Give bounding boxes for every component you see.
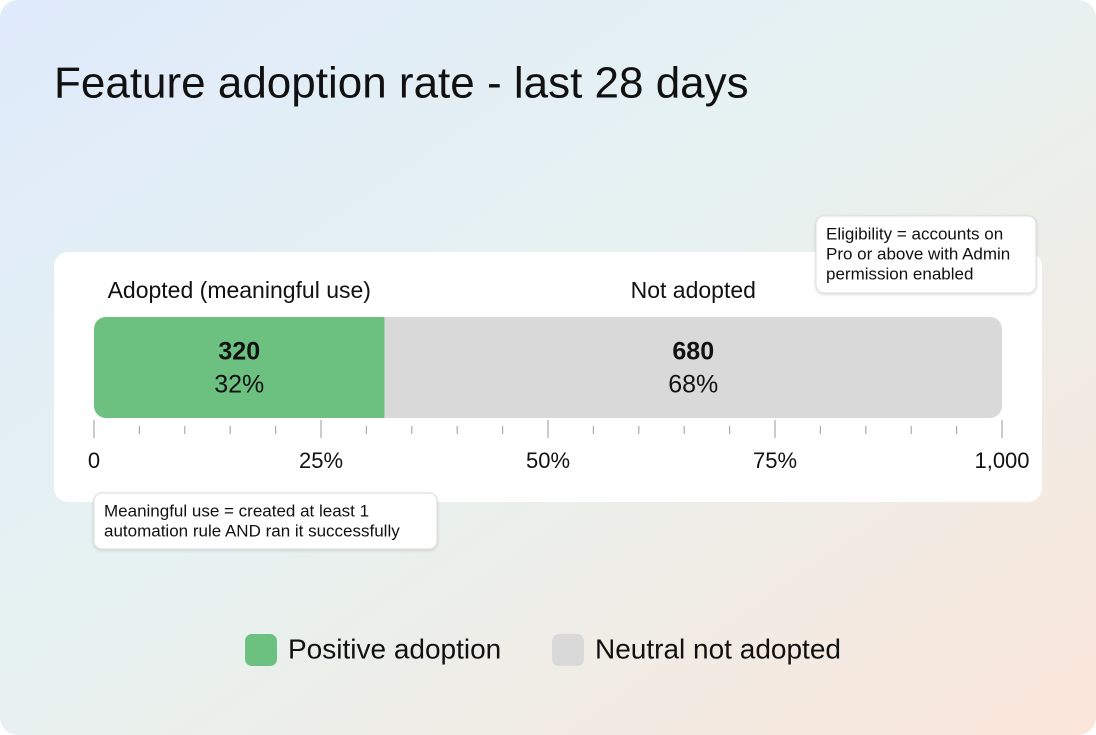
annotation-text: automation rule AND ran it successfully [104,521,400,540]
legend-label: Positive adoption [288,633,501,664]
bar-group [94,317,1002,418]
legend-swatch [552,634,584,666]
segment-value: 320 [218,338,260,366]
annotation-text: permission enabled [826,264,973,283]
legend-label: Neutral not adopted [595,633,841,664]
annotation-box [93,492,438,550]
annotation-box [815,215,1037,294]
bar-segment [94,317,385,418]
x-tick-label: 75% [753,448,797,473]
segment-percent: 32% [214,371,264,399]
segment-percent: 68% [668,371,718,399]
segment-value: 680 [672,338,714,366]
annotation-text: Eligibility = accounts on [826,224,1003,243]
x-tick-label: 1,000 [974,448,1029,473]
legend-swatch [245,634,277,666]
segment-header: Not adopted [631,277,756,303]
annotation-text: Meaningful use = created at least 1 [104,501,369,520]
segment-header: Adopted (meaningful use) [108,277,371,303]
x-tick-label: 0 [88,448,100,473]
bar-segment [384,317,1002,418]
chart-title: Feature adoption rate - last 28 days [54,59,749,108]
x-tick-label: 25% [299,448,343,473]
x-tick-label: 50% [526,448,570,473]
annotation-text: Pro or above with Admin [826,244,1010,263]
